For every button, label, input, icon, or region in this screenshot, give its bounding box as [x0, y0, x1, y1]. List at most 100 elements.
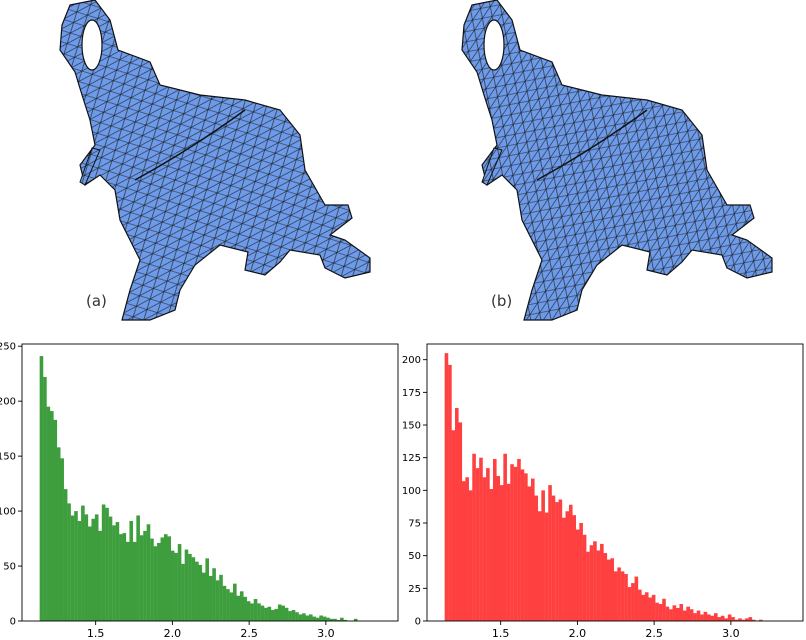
x-tick-label: 1.5: [492, 627, 510, 640]
y-tick-label: 100: [0, 507, 16, 518]
histogram-bar: [236, 595, 241, 621]
histogram-bar: [74, 511, 78, 621]
histogram-bar: [105, 507, 109, 621]
histogram-bar: [112, 525, 116, 621]
histogram-bar: [260, 605, 265, 621]
histogram-bar: [548, 485, 552, 621]
histogram-bar: [455, 408, 459, 621]
y-tick-label: 200: [0, 397, 16, 408]
y-tick-label: 150: [0, 452, 16, 463]
histogram-bar: [651, 594, 656, 621]
histogram-bar: [205, 558, 209, 621]
histogram-bar: [676, 607, 680, 621]
y-tick-label: 250: [0, 342, 16, 353]
histogram-bar: [326, 617, 330, 621]
histogram-bar: [229, 592, 234, 621]
histogram-bar: [530, 478, 535, 621]
histogram-bar: [713, 613, 718, 621]
panel-b-label: (b): [491, 292, 512, 310]
histogram-bar: [208, 575, 213, 621]
histogram-bar: [568, 504, 573, 621]
histogram-bar: [177, 544, 182, 621]
histogram-bar: [672, 605, 677, 621]
x-tick-label: 2.5: [240, 627, 258, 640]
histogram-bar: [527, 486, 532, 621]
histogram-bar: [146, 524, 151, 621]
y-tick-label: 25: [408, 584, 421, 595]
histogram-bar: [174, 552, 178, 621]
histogram-bar: [191, 557, 196, 621]
histogram-bar: [212, 568, 216, 621]
elephant-b-body: [461, 0, 773, 321]
histogram-red: 1.5 2.0 2.5 3.0 0 25 50 75 100 125 150 175 200: [402, 343, 804, 640]
histogram-bar: [541, 490, 545, 621]
histogram-bar: [748, 617, 753, 621]
histogram-bar: [582, 534, 587, 621]
x-tick-label: 1.5: [87, 627, 105, 640]
histogram-bar: [758, 619, 763, 621]
histogram-bar: [226, 589, 230, 621]
histogram-bar: [329, 618, 334, 621]
histogram-bar: [122, 533, 127, 621]
histogram-bar: [544, 512, 549, 621]
histogram-bar: [703, 611, 708, 621]
histogram-bar: [492, 458, 497, 621]
histogram-bar: [188, 553, 192, 621]
histogram-bar: [465, 477, 469, 621]
histogram-bar: [731, 617, 735, 621]
histogram-bar: [315, 617, 320, 621]
histogram-bar: [153, 546, 158, 621]
histogram-bar: [624, 573, 628, 621]
histogram-bar: [94, 514, 99, 621]
histogram-bar: [638, 589, 642, 621]
y-tick-label: 0: [10, 617, 16, 628]
histogram-green: 1.5 2.0 2.5 3.0 0 50 100 150 200 250: [0, 342, 399, 640]
histogram-bar: [136, 515, 140, 621]
histogram-bar: [679, 604, 684, 621]
histogram-bar: [181, 563, 185, 621]
histogram-bar: [291, 610, 296, 621]
histogram-bar: [84, 514, 89, 621]
histogram-bar: [274, 608, 279, 621]
plot-frame: [21, 343, 399, 622]
histogram-bar: [689, 609, 694, 621]
histogram-bar: [510, 464, 514, 621]
histogram-bar: [295, 612, 299, 621]
histogram-bar: [170, 550, 175, 621]
y-tick-label: 100: [402, 486, 421, 497]
histogram-bar: [70, 515, 75, 621]
histogram-bar: [506, 483, 511, 621]
histogram-bar: [593, 541, 597, 621]
histogram-bar: [745, 618, 749, 621]
histogram-bar: [496, 475, 501, 621]
y-tick-label: 0: [415, 617, 421, 628]
histogram-bar: [157, 542, 161, 621]
histogram-bar: [482, 477, 487, 621]
histogram-bar: [665, 606, 670, 621]
histogram-bar: [655, 602, 659, 621]
histogram-bar: [513, 466, 518, 621]
histogram-bar: [119, 534, 123, 621]
histogram-bar: [143, 530, 147, 621]
histogram-bar: [738, 618, 742, 621]
histogram-bar: [50, 411, 54, 621]
histogram-bar: [250, 603, 254, 621]
histogram-bar: [524, 473, 528, 621]
histogram-bar: [343, 619, 348, 621]
histogram-bar: [696, 610, 701, 621]
elephant-a-body: [59, 0, 371, 321]
histogram-bar: [81, 505, 85, 621]
histogram-bar: [139, 535, 144, 621]
histogram-bar: [662, 598, 666, 621]
histogram-bar: [91, 518, 96, 621]
histogram-bar: [596, 550, 601, 621]
histogram-bar: [479, 457, 483, 621]
histogram-bar: [682, 610, 687, 621]
histogram-bar: [641, 594, 646, 621]
histogram-bar: [160, 537, 165, 621]
histogram-bar: [243, 596, 247, 621]
histogram-bar: [575, 529, 580, 621]
histogram-bar: [451, 430, 456, 621]
histogram-bar: [333, 618, 337, 621]
